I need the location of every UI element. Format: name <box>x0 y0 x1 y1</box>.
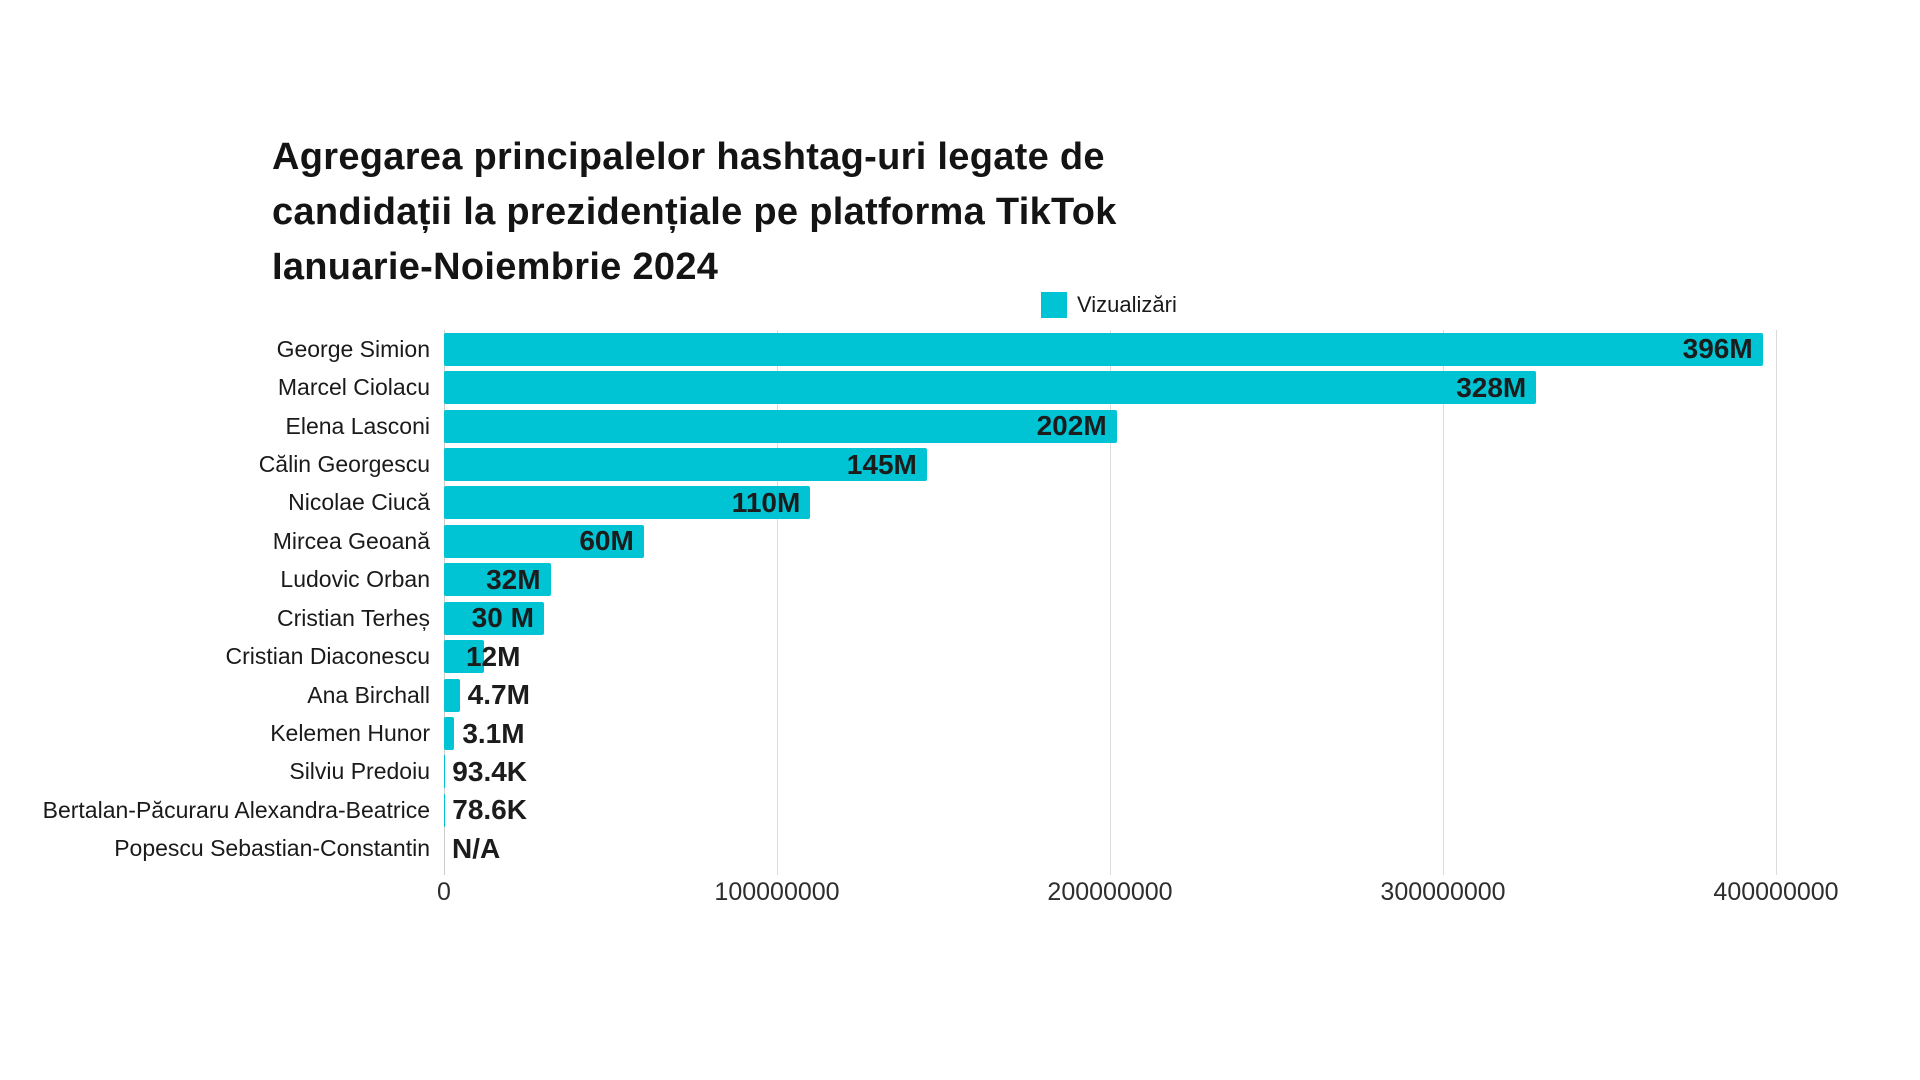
bar-c-lin-georgescu <box>444 448 927 481</box>
x-tick-label: 400000000 <box>1713 878 1839 906</box>
x-tick-label: 100000000 <box>714 878 840 906</box>
category-label: Cristian Terheș <box>277 604 430 631</box>
bar-row: 4.7M <box>444 678 1776 712</box>
category-label: Nicolae Ciucă <box>288 489 430 516</box>
category-label: Popescu Sebastian-Constantin <box>114 835 430 862</box>
chart-legend: Vizualizări <box>1041 292 1177 318</box>
bar-row: 12M <box>444 640 1776 674</box>
chart-title: Agregarea principalelor hashtag-uri lega… <box>272 130 1117 295</box>
bar-cristian-terhe- <box>444 601 544 635</box>
bar-kelemen-hunor <box>444 717 455 750</box>
value-label: 60M <box>579 525 634 557</box>
category-label: Kelemen Hunor <box>270 719 430 746</box>
bar-row: 93.4K <box>444 755 1776 789</box>
category-label: Ana Birchall <box>307 681 430 708</box>
value-label: 93.4K <box>452 755 528 787</box>
bar-ana-birchall <box>444 678 460 712</box>
category-label: Călin Georgescu <box>258 450 430 477</box>
bar-elena-lasconi <box>444 409 1117 443</box>
category-label: Cristian Diaconescu <box>225 643 430 670</box>
category-label: George Simion <box>276 335 430 362</box>
category-axis: George Simion Marcel Ciolacu Elena Lasconi… <box>0 330 430 868</box>
value-label: 3.1M <box>462 717 525 749</box>
legend-label: Vizualizări <box>1077 292 1177 317</box>
x-gridline <box>1110 330 1111 875</box>
category-label: Elena Lasconi <box>285 412 431 439</box>
x-gridline <box>1776 330 1777 875</box>
bar-marcel-ciolacu <box>444 371 1537 405</box>
category-label: Marcel Ciolacu <box>277 374 430 401</box>
value-label: 12M <box>465 640 521 672</box>
bar-row: 78.6K <box>444 793 1776 827</box>
x-tick-label: 200000000 <box>1047 878 1173 906</box>
value-label: 328M <box>1456 371 1527 403</box>
bar-row: 328M <box>444 371 1776 405</box>
x-tick-label: 0 <box>437 878 451 906</box>
x-gridline <box>1443 330 1444 875</box>
bar-row: 60M <box>444 524 1776 558</box>
category-label: Mircea Geoană <box>272 527 430 554</box>
legend-swatch-icon <box>1041 292 1067 318</box>
value-label: 32M <box>486 563 541 595</box>
bar-row: 30 M <box>444 601 1776 635</box>
bar-ludovic-orban <box>444 563 551 597</box>
value-label: 202M <box>1036 410 1107 442</box>
x-tick-label: 300000000 <box>1380 878 1506 906</box>
value-label: 145M <box>846 448 917 480</box>
value-label: N/A <box>452 832 501 864</box>
bar-row: 202M <box>444 409 1776 443</box>
chart-title-line-1: Agregarea principalelor hashtag-uri lega… <box>272 136 1105 178</box>
value-label: 110M <box>731 486 801 518</box>
x-axis: 0 100000000 200000000 300000000 400000000 <box>437 878 1839 908</box>
chart-title-line-2: candidații la prezidențiale pe platforma… <box>272 191 1117 233</box>
category-label: Ludovic Orban <box>280 566 430 593</box>
bar-row: 396M <box>444 332 1776 366</box>
value-label: 30 M <box>471 602 534 634</box>
value-label: 4.7M <box>467 679 530 711</box>
bar-row: 3.1M <box>444 717 1776 750</box>
bar-cristian-diaconescu <box>444 640 484 674</box>
bar-row: 32M <box>444 563 1776 597</box>
bar-row: 110M <box>444 486 1776 520</box>
bar-george-simion <box>444 332 1763 366</box>
value-label: 78.6K <box>452 794 527 826</box>
bar-row: 145M <box>444 448 1776 481</box>
bar-row: N/A <box>444 832 1776 865</box>
value-label: 396M <box>1682 333 1753 365</box>
category-label: Silviu Predoiu <box>289 758 430 785</box>
bar-nicolae-ciuc- <box>444 486 811 520</box>
x-gridline <box>777 330 778 875</box>
category-label: Bertalan-Păcuraru Alexandra-Beatrice <box>42 796 430 823</box>
plot-area: 396M 328M 202M 145M 110M 60M 32M 30 M 12M 4.7M 3.1… <box>444 330 1777 875</box>
chart-title-line-3: Ianuarie-Noiembrie 2024 <box>272 246 719 288</box>
bar-mircea-geoan- <box>444 524 644 558</box>
